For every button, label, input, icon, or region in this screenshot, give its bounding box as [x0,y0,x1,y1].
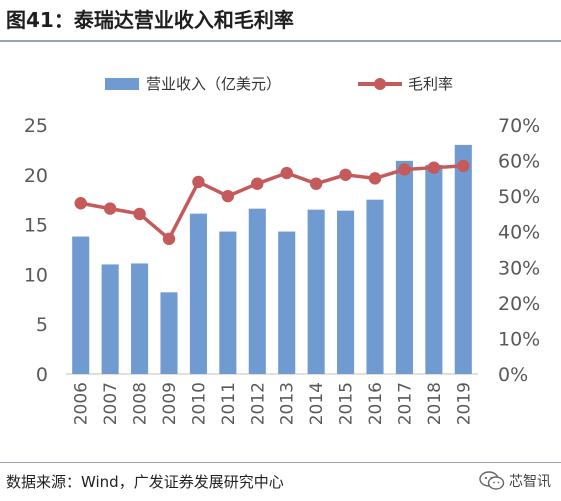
x-tick-label: 2018 [425,382,445,425]
y-right-tick-label: 30% [498,257,540,279]
figure-title: 图41：泰瑞达营业收入和毛利率 [6,8,294,32]
y-right-tick-label: 0% [498,364,528,386]
bar-2014 [307,209,325,374]
x-tick-label: 2010 [189,382,209,425]
bar-2006 [72,236,90,374]
right-axis-ticks: 0% 10% 20% 30% 40% 50% 60% 70% [498,115,540,386]
bar-series [72,144,472,374]
y-right-tick-label: 20% [498,293,540,315]
margin-point-2008 [133,207,146,221]
legend-line-label: 毛利率 [408,75,453,93]
x-tick-label: 2019 [454,382,474,425]
x-tick-label: 2011 [219,382,239,425]
margin-point-2011 [221,189,235,203]
y-right-tick-label: 40% [498,222,540,244]
margin-point-2007 [103,202,117,215]
margin-point-2009 [162,232,176,246]
bar-2008 [131,263,149,374]
legend-line-marker [374,78,386,90]
watermark: 芯智讯 [479,469,551,493]
bottom-divider [0,462,561,463]
x-tick-label: 2007 [101,382,121,425]
y-right-tick-label: 10% [498,328,540,350]
bar-2010 [189,213,207,374]
margin-point-2015 [339,168,352,181]
left-axis-ticks: 0 5 10 15 20 25 [24,115,48,386]
bar-2009 [160,292,178,374]
margin-point-2017 [398,163,411,176]
wechat-icon [479,471,505,490]
margin-point-2006 [74,197,87,210]
margin-point-2018 [427,161,441,174]
y-left-tick-label: 25 [24,115,48,137]
y-left-tick-label: 15 [24,215,48,237]
x-tick-label: 2013 [278,382,298,425]
margin-point-2019 [457,159,470,173]
margin-point-2014 [309,177,323,190]
revenue-margin-chart: 营业收入（亿美元） 毛利率 0 5 10 15 20 25 0% 10% 20% 30% 40% 5… [24,75,540,425]
bar-2015 [337,210,355,374]
margin-point-2012 [251,177,264,190]
bar-2011 [219,231,237,374]
bar-2007 [101,264,119,374]
x-tick-label: 2015 [337,382,357,425]
y-right-tick-label: 50% [498,186,540,208]
margin-point-2013 [280,166,293,180]
x-axis-ticks: 2006 2007 2008 2009 2010 2011 2012 2013 2014 2015… [72,382,475,425]
y-left-tick-label: 5 [36,314,48,336]
x-tick-label: 2006 [72,382,92,425]
bar-2013 [278,231,296,374]
y-left-tick-label: 10 [24,264,48,286]
y-right-tick-label: 70% [498,115,540,137]
x-tick-label: 2017 [395,382,415,425]
legend-bar-label: 营业收入（亿美元） [146,75,281,93]
x-tick-label: 2012 [248,382,268,425]
bar-2018 [425,164,443,374]
margin-point-2016 [368,172,382,185]
margin-point-2010 [192,175,205,189]
line-series [74,159,470,246]
x-tick-label: 2016 [366,382,386,425]
top-divider [0,40,561,42]
x-tick-label: 2014 [307,382,327,425]
bar-2019 [454,144,472,374]
bar-2017 [395,160,413,374]
y-right-tick-label: 60% [498,151,540,173]
bar-2016 [366,199,384,374]
watermark-text: 芯智讯 [509,474,551,490]
legend-bar-swatch [105,78,139,90]
y-left-tick-label: 20 [24,165,48,187]
bar-2012 [248,208,266,374]
source-note: 数据来源：Wind，广发证券发展研究中心 [6,473,284,491]
x-tick-label: 2009 [160,382,180,425]
y-left-tick-label: 0 [36,364,48,386]
chart-legend: 营业收入（亿美元） 毛利率 [105,75,453,93]
x-tick-label: 2008 [131,382,151,425]
